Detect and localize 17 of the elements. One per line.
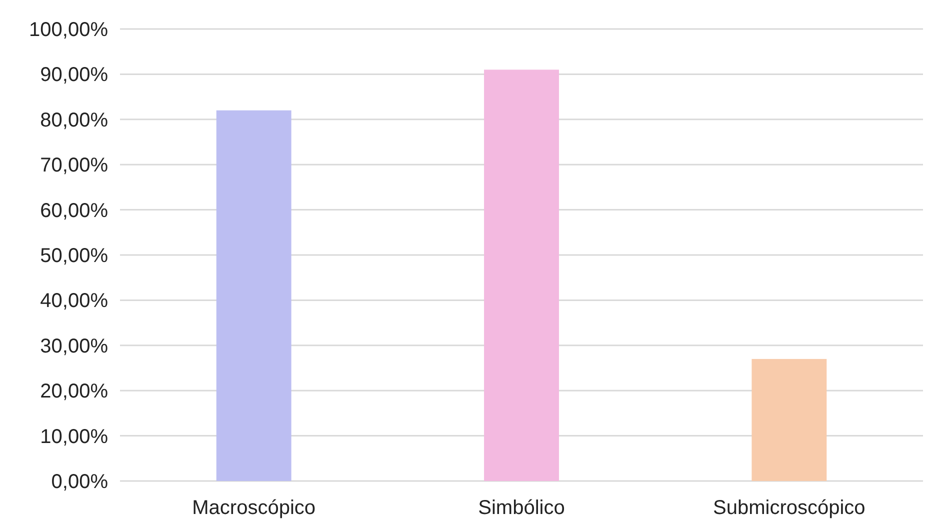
x-tick-label: Submicroscópico [713,497,866,519]
y-tick-label: 70,00% [40,154,108,177]
y-tick-label: 40,00% [40,290,108,312]
y-tick-label: 0,00% [51,471,108,493]
x-tick-label: Macroscópico [192,497,316,519]
y-tick-label: 90,00% [40,64,108,86]
y-tick-label: 20,00% [40,380,108,403]
y-tick-label: 100,00% [29,19,108,41]
y-tick-label: 60,00% [40,200,108,222]
x-tick-label: Simbólico [478,497,565,519]
bar [216,110,292,481]
y-tick-label: 50,00% [40,245,108,267]
bar [484,70,559,481]
y-tick-label: 10,00% [40,426,108,448]
y-tick-label: 30,00% [40,335,108,358]
bar [752,358,827,481]
y-tick-label: 80,00% [40,109,108,132]
